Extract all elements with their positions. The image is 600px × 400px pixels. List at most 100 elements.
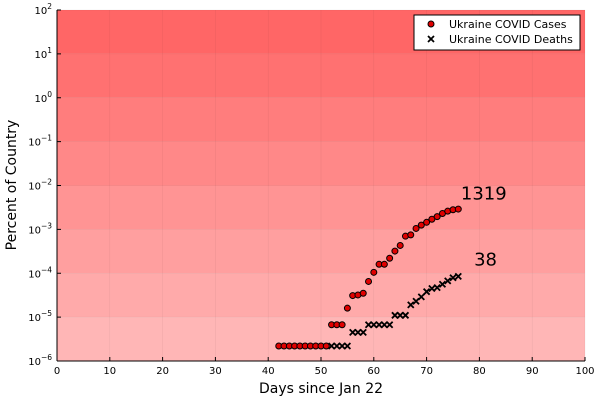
legend-deaths-symbol-stroke: [427, 35, 435, 43]
death-point-stroke: [417, 293, 425, 301]
background-band: [57, 141, 585, 186]
annotation-label: 1319: [461, 183, 507, 204]
x-tick-label: 40: [262, 366, 275, 377]
x-axis-ticks: 0 10 20 30 40 50 60 70 80 90 100: [54, 357, 595, 377]
death-point: [364, 321, 373, 329]
legend-deaths-marker: [427, 35, 435, 43]
x-tick-label: 100: [575, 366, 594, 377]
death-point: [370, 321, 378, 329]
death-point-stroke: [422, 288, 431, 296]
y-tick-label: 100: [34, 90, 52, 105]
legend-cases-symbol: [427, 20, 435, 28]
case-point: [423, 218, 431, 226]
death-point-stroke: [364, 321, 373, 329]
death-point-stroke: [338, 342, 346, 350]
death-point-stroke: [386, 321, 394, 329]
case-point: [454, 205, 462, 213]
death-point-stroke: [380, 321, 388, 329]
death-point: [444, 277, 452, 285]
case-point: [359, 289, 367, 297]
death-point-stroke: [343, 342, 352, 350]
death-point: [422, 288, 431, 296]
background-band: [57, 97, 585, 142]
death-point-stroke: [407, 301, 415, 309]
death-point: [327, 342, 336, 350]
y-tick-label: 10−6: [28, 353, 52, 368]
case-point: [391, 247, 399, 255]
legend: Ukraine COVID Cases Ukraine COVID Deaths: [413, 14, 581, 51]
x-tick-label: 90: [526, 366, 539, 377]
legend-deaths-label: Ukraine COVID Deaths: [449, 33, 573, 46]
death-point: [343, 342, 352, 350]
x-tick-label: 10: [103, 366, 116, 377]
death-point-stroke: [370, 321, 378, 329]
case-point: [370, 268, 378, 276]
death-point-stroke: [349, 328, 357, 336]
data-marks: [275, 205, 462, 350]
death-point: [449, 274, 457, 282]
death-point: [407, 301, 415, 309]
death-point: [338, 342, 346, 350]
death-point-stroke: [375, 321, 383, 329]
series-1: [327, 272, 462, 350]
case-point: [343, 304, 351, 312]
x-axis-title: Days since Jan 22: [259, 381, 383, 397]
x-tick-label: 30: [209, 366, 222, 377]
death-point-stroke: [428, 284, 436, 293]
background-band: [57, 317, 585, 361]
y-tick-label: 10−4: [28, 265, 52, 280]
death-point-stroke: [444, 277, 452, 285]
x-tick-label: 50: [315, 366, 328, 377]
death-point-stroke: [354, 328, 362, 336]
death-point: [391, 311, 399, 319]
case-point: [380, 260, 388, 268]
case-point: [412, 224, 420, 232]
y-tick-label: 102: [34, 2, 52, 17]
death-point: [359, 328, 367, 336]
case-point: [365, 277, 373, 285]
background-band: [57, 273, 585, 318]
background-bands: [57, 10, 585, 361]
death-point-stroke: [359, 328, 367, 336]
death-point-stroke: [396, 311, 404, 319]
case-point: [433, 213, 441, 221]
death-point: [354, 328, 362, 336]
death-point: [454, 272, 462, 280]
death-point-stroke: [401, 311, 410, 319]
death-point: [396, 311, 404, 319]
death-point: [375, 321, 383, 329]
death-point: [380, 321, 388, 329]
x-tick-label: 20: [156, 366, 169, 377]
y-axis-ticks: 10−6 10−5 10−4 10−3 10−2 10−1 100 101 102: [28, 2, 61, 368]
death-point: [438, 280, 447, 288]
case-point: [386, 254, 394, 262]
death-point: [401, 311, 410, 319]
series-0: [275, 205, 462, 350]
death-point: [433, 284, 441, 292]
y-tick-label: 10−2: [28, 178, 52, 193]
death-point: [417, 293, 425, 301]
case-point: [338, 321, 346, 329]
death-point: [333, 342, 341, 350]
x-tick-label: 80: [473, 366, 486, 377]
background-band: [57, 185, 585, 230]
death-point-stroke: [438, 280, 447, 288]
background-band: [57, 53, 585, 98]
death-point-stroke: [433, 284, 441, 292]
death-point: [349, 328, 357, 336]
death-point-stroke: [333, 342, 341, 350]
y-axis-title: Percent of Country: [4, 120, 20, 251]
case-point: [396, 241, 404, 249]
death-point-stroke: [327, 342, 336, 350]
y-tick-label: 101: [34, 46, 52, 61]
x-tick-label: 70: [420, 366, 433, 377]
annotation-label: 38: [474, 250, 497, 271]
legend-cases-label: Ukraine COVID Cases: [449, 18, 567, 31]
background-band: [57, 229, 585, 274]
annotations: 1319 38: [461, 183, 507, 270]
y-tick-label: 10−1: [28, 134, 52, 149]
death-point: [386, 321, 394, 329]
x-tick-label: 0: [54, 366, 60, 377]
legend-cases-marker: [427, 20, 435, 28]
